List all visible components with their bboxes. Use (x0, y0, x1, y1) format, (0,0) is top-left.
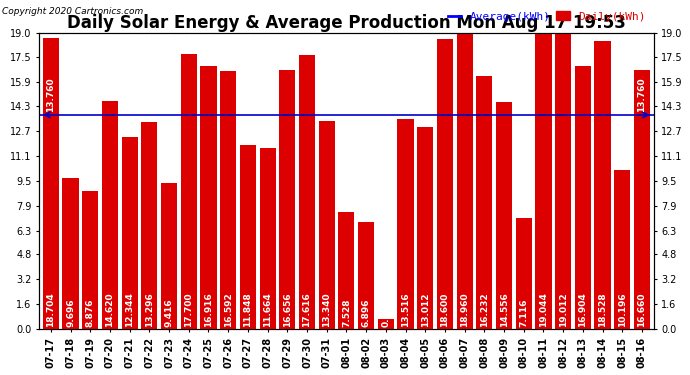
Bar (358, 222, 374, 329)
Text: 16.232: 16.232 (480, 292, 489, 327)
Bar (43, 38, 59, 329)
Bar (181, 54, 197, 329)
Bar (299, 55, 315, 329)
Text: 18.528: 18.528 (598, 292, 607, 327)
Text: 16.656: 16.656 (283, 292, 292, 327)
Text: 16.592: 16.592 (224, 292, 233, 327)
Text: 16.916: 16.916 (204, 292, 213, 327)
Bar (535, 33, 551, 329)
Text: 13.516: 13.516 (401, 292, 410, 327)
Bar (338, 212, 355, 329)
Text: 16.904: 16.904 (578, 292, 587, 327)
Text: 17.700: 17.700 (184, 292, 193, 327)
Bar (279, 70, 295, 329)
Text: 13.760: 13.760 (46, 77, 55, 112)
Bar (240, 145, 256, 329)
Text: 7.116: 7.116 (520, 298, 529, 327)
Text: 12.344: 12.344 (125, 292, 134, 327)
Bar (220, 71, 236, 329)
Text: 11.664: 11.664 (263, 292, 272, 327)
Bar (161, 183, 177, 329)
Bar (417, 126, 433, 329)
Text: 9.696: 9.696 (66, 298, 75, 327)
Bar (595, 40, 611, 329)
Bar (457, 34, 473, 329)
Bar (319, 122, 335, 329)
Bar (555, 33, 571, 329)
Bar (476, 76, 493, 329)
Text: 18.600: 18.600 (440, 292, 449, 327)
Text: 16.660: 16.660 (638, 292, 647, 327)
Bar (200, 66, 217, 329)
Text: 13.340: 13.340 (322, 292, 331, 327)
Bar (496, 102, 512, 329)
Bar (614, 170, 631, 329)
Text: 13.760: 13.760 (638, 77, 647, 112)
Text: 13.296: 13.296 (145, 292, 154, 327)
Bar (397, 118, 413, 329)
Text: 7.528: 7.528 (342, 298, 351, 327)
Bar (82, 191, 99, 329)
Text: 14.620: 14.620 (106, 292, 115, 327)
Text: 6.896: 6.896 (362, 298, 371, 327)
Text: 9.416: 9.416 (165, 298, 174, 327)
Bar (63, 178, 79, 329)
Text: 11.848: 11.848 (244, 292, 253, 327)
Text: 14.556: 14.556 (500, 292, 509, 327)
Text: 19.012: 19.012 (559, 292, 568, 327)
Text: 19.044: 19.044 (539, 292, 548, 327)
Text: 18.960: 18.960 (460, 292, 469, 327)
Bar (437, 39, 453, 329)
Bar (515, 218, 532, 329)
Bar (141, 122, 157, 329)
Bar (121, 137, 138, 329)
Bar (575, 66, 591, 329)
Text: 13.012: 13.012 (421, 292, 430, 327)
Bar (377, 320, 394, 329)
Bar (259, 147, 276, 329)
Text: 18.704: 18.704 (46, 292, 55, 327)
Text: 17.616: 17.616 (302, 292, 311, 327)
Text: 8.876: 8.876 (86, 298, 95, 327)
Text: 0.624: 0.624 (382, 298, 391, 327)
Legend: Average(kWh), Daily(kWh): Average(kWh), Daily(kWh) (445, 9, 648, 24)
Title: Daily Solar Energy & Average Production Mon Aug 17 19:53: Daily Solar Energy & Average Production … (67, 14, 626, 32)
Bar (634, 70, 650, 329)
Bar (102, 102, 118, 329)
Text: Copyright 2020 Cartronics.com: Copyright 2020 Cartronics.com (2, 6, 144, 15)
Text: 10.196: 10.196 (618, 292, 627, 327)
